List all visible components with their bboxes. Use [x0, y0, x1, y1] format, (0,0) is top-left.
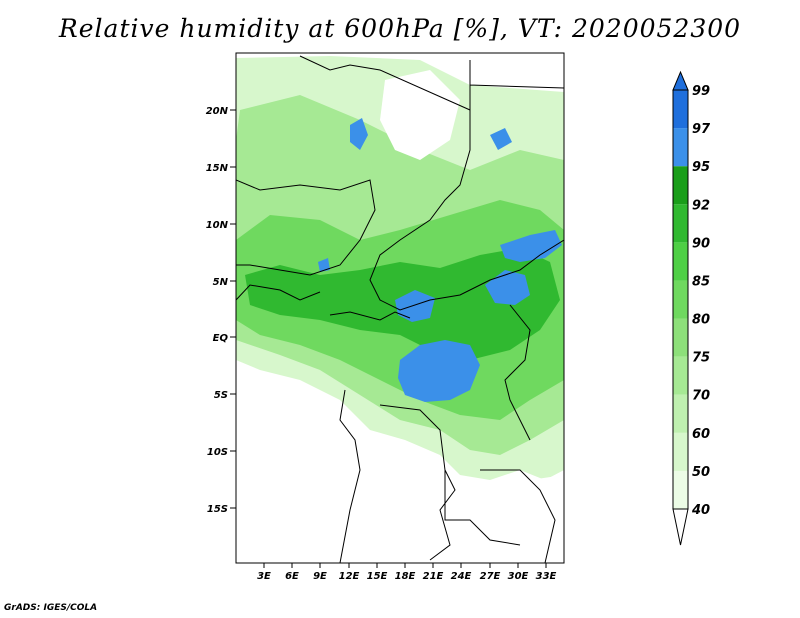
- lat-label: 20N: [206, 106, 229, 117]
- colorbar-label: 90: [692, 236, 710, 251]
- lon-label: 24E: [451, 571, 472, 582]
- border-line: [469, 60, 564, 110]
- colorbar-label: 92: [692, 198, 710, 213]
- colorbar-segment: [673, 90, 688, 129]
- humidity-blue-region-east: [485, 270, 530, 305]
- lon-label: 27E: [480, 571, 501, 582]
- border-line: [299, 55, 564, 311]
- humidity-dry-region-north: [380, 70, 460, 160]
- humidity-blue-region-small-ne: [490, 128, 512, 150]
- colorbar-segment: [673, 166, 688, 205]
- lon-label: 33E: [536, 571, 557, 582]
- colorbar-label: 70: [692, 389, 710, 404]
- border-line: [444, 470, 521, 546]
- humidity-blue-region-small-west: [318, 258, 330, 272]
- lat-label: EQ: [213, 333, 229, 344]
- lat-label: 10N: [206, 220, 229, 231]
- border-line: [236, 284, 321, 301]
- latitude-labels: 20N 15N 10N 5N EQ 5S 10S 15S: [206, 106, 229, 515]
- humidity-blue-region-central: [395, 290, 435, 322]
- colorbar-segment: [673, 356, 688, 395]
- colorbar-labels: 40 50 60 70 75 80 85 90 92 95 97 99: [691, 84, 711, 518]
- colorbar-outline: [672, 89, 689, 510]
- lon-label: 3E: [257, 571, 271, 582]
- colorbar-segment: [673, 394, 688, 433]
- humidity-dry-region-south: [236, 370, 564, 563]
- country-borders: [236, 55, 564, 563]
- colorbar-segment: [673, 242, 688, 281]
- colorbar-over-triangle: [672, 70, 689, 91]
- colorbar-label: 60: [692, 427, 710, 442]
- border-line: [480, 469, 556, 563]
- colorbar-segments: [672, 89, 689, 510]
- lon-label: 9E: [313, 571, 327, 582]
- border-line: [504, 304, 531, 441]
- longitude-labels: 3E 6E 9E 12E 15E 18E 21E 24E 27E 30E 33E: [257, 571, 556, 582]
- colorbar-segment: [673, 470, 688, 509]
- colorbar: 40 50 60 70 75 80 85 90 92 95 97 99: [672, 70, 711, 546]
- colorbar-label: 75: [692, 351, 710, 366]
- colorbar-label: 99: [692, 84, 710, 99]
- colorbar-under-triangle: [672, 508, 689, 546]
- lat-label: 10S: [207, 447, 228, 458]
- grads-credit: GrADS: IGES/COLA: [4, 603, 98, 613]
- lat-label: 5S: [214, 390, 228, 401]
- lon-label: 12E: [339, 571, 360, 582]
- colorbar-segment: [673, 204, 688, 243]
- colorbar-label: 95: [692, 160, 710, 175]
- lon-label: 15E: [367, 571, 388, 582]
- lon-label: 21E: [423, 571, 444, 582]
- colorbar-label: 97: [692, 122, 711, 137]
- lon-label: 6E: [285, 571, 299, 582]
- colorbar-label: 85: [692, 274, 710, 289]
- humidity-field: [236, 56, 564, 563]
- border-line: [236, 179, 376, 276]
- colorbar-segment: [673, 432, 688, 471]
- colorbar-segment: [673, 128, 688, 167]
- colorbar-label: 50: [692, 465, 710, 480]
- border-line: [339, 389, 361, 563]
- longitude-ticks: [263, 563, 547, 568]
- border-line: [329, 311, 411, 321]
- humidity-blue-region-small-north: [350, 118, 368, 150]
- humidity-blue-region-northeast: [500, 230, 562, 262]
- lat-label: 15S: [207, 504, 228, 515]
- map-title: Relative humidity at 600hPa [%], VT: 202…: [58, 14, 742, 43]
- colorbar-segment: [673, 318, 688, 357]
- colorbar-label: 40: [691, 503, 710, 518]
- colorbar-segment: [673, 280, 688, 319]
- latitude-ticks: [230, 109, 236, 509]
- border-line: [379, 404, 456, 561]
- humidity-blue-region-congo: [398, 340, 480, 402]
- map-frame: [235, 52, 565, 564]
- lat-label: 15N: [206, 163, 229, 174]
- lon-label: 18E: [395, 571, 416, 582]
- colorbar-label: 80: [692, 313, 710, 328]
- lat-label: 5N: [213, 277, 229, 288]
- lon-label: 30E: [508, 571, 529, 582]
